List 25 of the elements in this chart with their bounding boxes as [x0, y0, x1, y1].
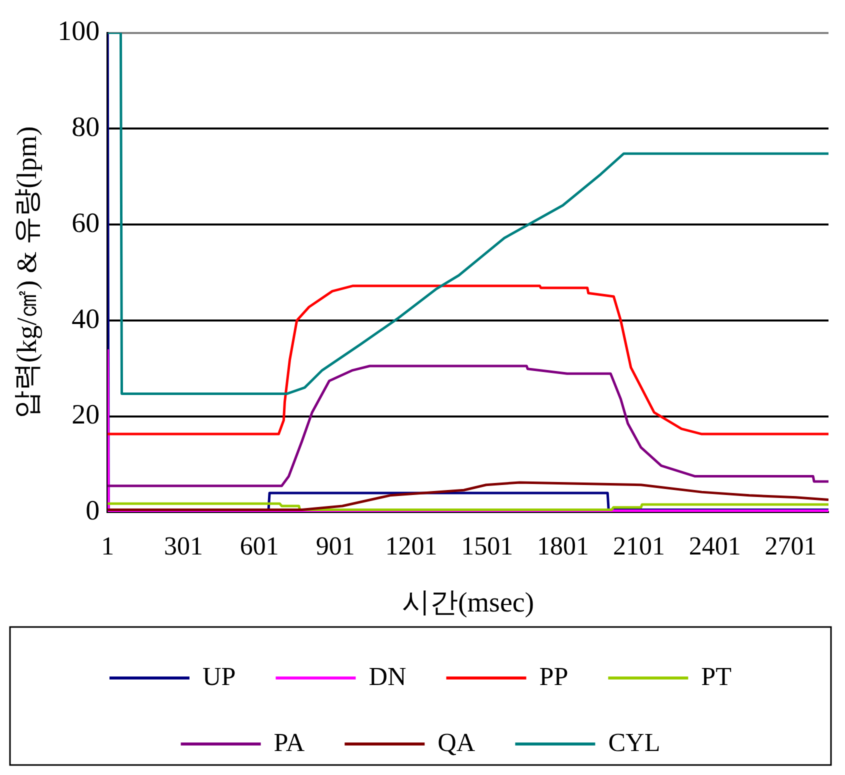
- y-tick-label: 60: [72, 208, 100, 239]
- y-tick-label: 40: [72, 304, 100, 335]
- legend-label: CYL: [608, 728, 660, 757]
- x-tick-label: 301: [164, 532, 204, 561]
- legend-label: UP: [202, 662, 236, 691]
- legend-label: PT: [701, 662, 732, 691]
- y-tick-label: 0: [86, 496, 100, 527]
- x-tick-label: 2701: [764, 532, 817, 561]
- x-tick-label: 901: [316, 532, 355, 561]
- y-tick-label: 20: [72, 400, 100, 431]
- y-tick-label: 100: [58, 16, 100, 48]
- legend-label: DN: [368, 662, 406, 691]
- x-tick-label: 1201: [385, 532, 438, 561]
- x-tick-label: 2101: [612, 532, 665, 561]
- x-tick-label: 1: [101, 532, 114, 561]
- x-tick-label: 1801: [537, 532, 590, 561]
- x-tick-label: 2401: [688, 532, 741, 561]
- x-tick-label: 601: [240, 532, 279, 561]
- legend-label: PP: [539, 662, 568, 691]
- x-tick-label: 1501: [461, 532, 514, 561]
- legend-label: QA: [438, 728, 476, 757]
- legend-label: PA: [274, 728, 305, 757]
- x-axis-title: 시간(msec): [402, 588, 534, 619]
- y-tick-label: 80: [72, 112, 100, 144]
- y-axis-title: 압력(kg/㎠) & 유량(lpm): [12, 126, 44, 419]
